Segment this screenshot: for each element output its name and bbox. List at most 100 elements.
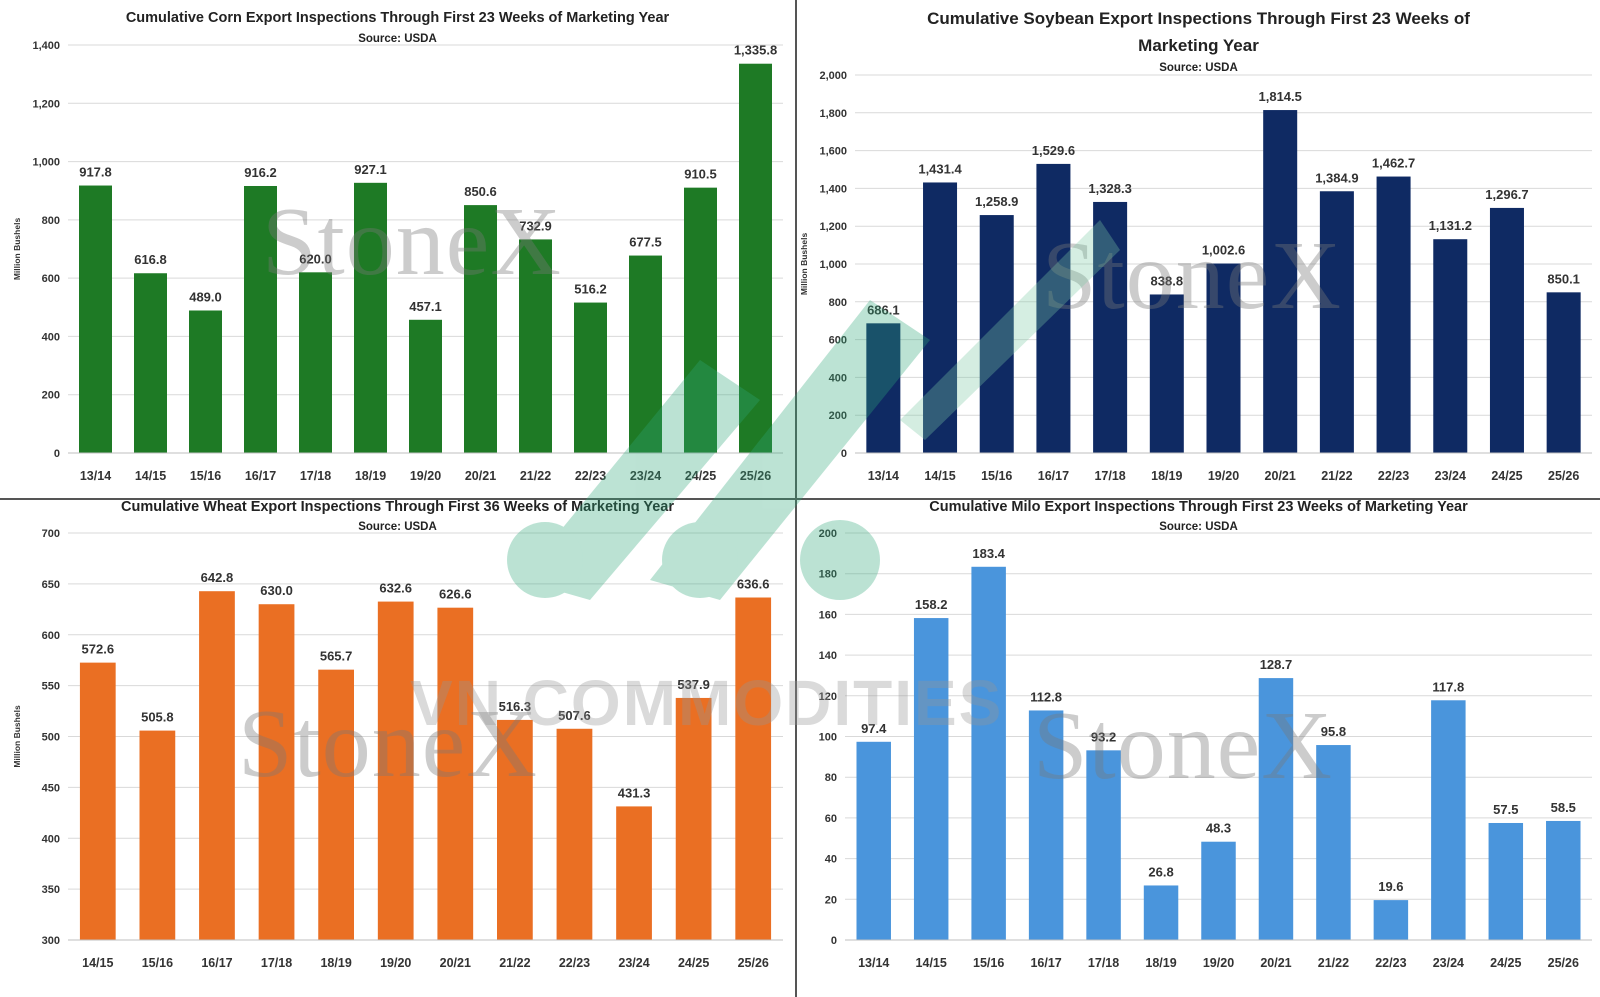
bar-14-15: [134, 273, 167, 453]
bar-25-26: [735, 597, 772, 940]
data-label: 838.8: [1151, 273, 1184, 288]
bar-14-15: [923, 182, 958, 453]
data-label: 1,431.4: [918, 161, 962, 176]
x-tick-label: 19/20: [410, 469, 441, 483]
bar-15-16: [189, 310, 222, 453]
y-tick-label: 1,600: [819, 146, 847, 158]
chart-title: Cumulative Soybean Export Inspections Th…: [927, 9, 1470, 28]
data-label: 112.8: [1030, 689, 1062, 704]
bar-20-21: [464, 205, 497, 453]
data-label: 26.8: [1148, 864, 1173, 879]
bar-14-15: [913, 618, 949, 940]
y-tick-label: 1,800: [819, 108, 847, 120]
x-tick-label: 15/16: [142, 956, 173, 970]
data-label: 677.5: [629, 235, 662, 250]
y-tick-label: 1,000: [32, 157, 60, 169]
data-label: 95.8: [1321, 724, 1346, 739]
x-tick-label: 19/20: [1208, 469, 1239, 483]
data-label: 516.2: [574, 282, 607, 297]
data-label: 917.8: [79, 165, 112, 180]
data-label: 1,296.7: [1485, 187, 1528, 202]
x-tick-label: 23/24: [618, 956, 649, 970]
x-tick-label: 15/16: [190, 469, 221, 483]
x-tick-label: 20/21: [440, 956, 471, 970]
data-label: 1,131.2: [1429, 218, 1472, 233]
bar-15-16: [139, 730, 176, 940]
data-label: 1,462.7: [1372, 156, 1415, 171]
x-tick-label: 20/21: [1265, 469, 1296, 483]
x-tick-label: 22/23: [1378, 469, 1409, 483]
milo-chart: Cumulative Milo Export Inspections Throu…: [797, 500, 1592, 970]
bar-25-26: [1546, 820, 1581, 940]
bar-24-25: [684, 187, 717, 453]
bar-24-25: [1488, 822, 1524, 940]
corn-chart-panel: Cumulative Corn Export Inspections Throu…: [0, 0, 795, 498]
y-tick-label: 600: [829, 335, 847, 347]
bar-18-19: [1149, 294, 1184, 453]
y-tick-label: 300: [42, 935, 60, 947]
bar-24-25: [1489, 207, 1524, 453]
x-tick-label: 19/20: [380, 956, 411, 970]
x-tick-label: 17/18: [1088, 956, 1119, 970]
bar-21-22: [1319, 191, 1354, 453]
data-label: 850.1: [1547, 271, 1580, 286]
bar-13-14: [856, 741, 891, 940]
data-label: 916.2: [244, 165, 277, 180]
y-tick-label: 1,200: [32, 98, 60, 110]
y-tick-label: 40: [825, 854, 837, 866]
chart-subtitle: Source: USDA: [358, 33, 437, 45]
chart-title: Cumulative Wheat Export Inspections Thro…: [121, 500, 674, 515]
data-label: 537.9: [677, 677, 710, 692]
x-tick-label: 18/19: [320, 956, 351, 970]
bar-13-14: [866, 323, 901, 453]
bar-21-22: [1316, 745, 1351, 940]
y-tick-label: 400: [829, 372, 847, 384]
x-tick-label: 19/20: [1203, 956, 1234, 970]
y-tick-label: 500: [42, 732, 60, 744]
corn-chart: Cumulative Corn Export Inspections Throu…: [12, 10, 783, 483]
bar-13-14: [79, 185, 112, 453]
x-tick-label: 14/15: [135, 469, 166, 483]
data-label: 630.0: [260, 583, 293, 598]
wheat-chart: Cumulative Wheat Export Inspections Thro…: [12, 500, 783, 970]
x-tick-label: 16/17: [245, 469, 276, 483]
chart-subtitle: Source: USDA: [1159, 521, 1238, 533]
bar-19-20: [409, 319, 442, 453]
data-label: 626.6: [439, 587, 472, 602]
bar-17-18: [1086, 750, 1121, 940]
data-label: 158.2: [915, 597, 948, 612]
bar-18-19: [1143, 885, 1179, 940]
y-tick-label: 350: [42, 884, 60, 896]
x-tick-label: 23/24: [630, 469, 661, 483]
bar-21-22: [519, 239, 552, 453]
y-tick-label: 200: [42, 390, 60, 402]
bar-19-20: [1201, 841, 1236, 940]
x-tick-label: 25/26: [738, 956, 769, 970]
data-label: 1,814.5: [1259, 89, 1302, 104]
y-tick-label: 200: [819, 528, 837, 540]
milo-chart-panel: Cumulative Milo Export Inspections Throu…: [797, 500, 1600, 997]
y-axis-label: Million Bushels: [12, 705, 22, 768]
y-tick-label: 1,400: [32, 40, 60, 52]
chart-title: Cumulative Milo Export Inspections Throu…: [929, 500, 1468, 515]
data-label: 48.3: [1206, 821, 1231, 836]
data-label: 632.6: [379, 581, 412, 596]
y-tick-label: 1,200: [819, 221, 847, 233]
y-tick-label: 400: [42, 833, 60, 845]
y-tick-label: 650: [42, 579, 60, 591]
y-tick-label: 100: [819, 732, 837, 744]
bar-17-18: [258, 604, 295, 940]
y-axis-label: Million Bushels: [12, 218, 22, 281]
wheat-chart-panel: Cumulative Wheat Export Inspections Thro…: [0, 500, 795, 997]
chart-subtitle: Source: USDA: [358, 521, 437, 533]
x-tick-label: 15/16: [973, 956, 1004, 970]
horizontal-divider: [0, 498, 1600, 500]
data-label: 616.8: [134, 252, 167, 267]
x-tick-label: 20/21: [1260, 956, 1291, 970]
bar-24-25: [675, 697, 712, 940]
data-label: 642.8: [201, 570, 234, 585]
bar-19-20: [377, 601, 414, 940]
x-tick-label: 23/24: [1433, 956, 1464, 970]
data-label: 1,529.6: [1032, 143, 1075, 158]
y-tick-label: 450: [42, 782, 60, 794]
